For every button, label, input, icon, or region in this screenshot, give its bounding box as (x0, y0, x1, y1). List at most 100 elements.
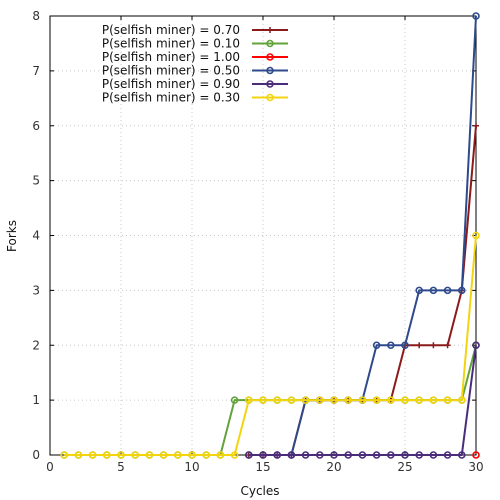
legend-entry: P(selfish miner) = 1.00 (102, 50, 288, 64)
data-point (358, 396, 367, 404)
series-group (60, 12, 480, 459)
data-point (245, 396, 253, 404)
data-point (117, 451, 125, 459)
data-point (315, 396, 324, 404)
data-point (230, 396, 239, 404)
legend-label: P(selfish miner) = 0.50 (102, 64, 240, 78)
data-point (60, 451, 68, 459)
data-point (386, 396, 395, 404)
data-point (74, 451, 83, 459)
legend-entry: P(selfish miner) = 0.10 (102, 37, 288, 51)
data-point (216, 451, 225, 459)
data-point (401, 341, 409, 350)
y-tick-label: 7 (32, 64, 40, 78)
legend-marker (266, 53, 274, 61)
y-tick-label: 1 (32, 393, 40, 407)
x-axis-title: Cycles (240, 484, 279, 498)
data-point (131, 451, 139, 459)
data-point (372, 451, 381, 459)
data-point (473, 122, 479, 129)
legend-marker (267, 27, 273, 33)
series-5 (60, 231, 480, 459)
y-tick-label: 5 (32, 174, 40, 188)
y-tick-label: 6 (32, 119, 40, 133)
data-point (230, 451, 239, 459)
data-point (273, 396, 282, 404)
data-point (174, 451, 182, 459)
series-2 (472, 451, 480, 459)
x-tick-label: 5 (117, 460, 125, 474)
data-point (188, 451, 196, 459)
data-point (444, 342, 451, 349)
data-point (259, 451, 267, 459)
data-point (443, 396, 452, 404)
legend-label: P(selfish miner) = 0.90 (102, 77, 240, 91)
series-line (248, 345, 477, 456)
axis-ticks: 0 5 10 15 20 25 30 0 1 2 3 4 5 6 7 8 (32, 9, 483, 474)
data-point (315, 451, 324, 459)
data-point (386, 451, 395, 459)
x-tick-label: 0 (46, 460, 54, 474)
data-point (386, 341, 395, 350)
data-point (415, 451, 424, 459)
data-point (472, 451, 480, 459)
data-point (344, 396, 353, 404)
x-tick-label: 30 (468, 460, 483, 474)
data-point (301, 396, 310, 404)
legend-marker (266, 66, 274, 75)
data-point (429, 286, 438, 295)
data-point (472, 341, 480, 350)
legend-marker (266, 39, 274, 48)
data-point (202, 451, 210, 459)
data-point (430, 342, 437, 349)
legend-label: P(selfish miner) = 1.00 (102, 50, 240, 64)
legend-label: P(selfish miner) = 0.10 (102, 37, 240, 51)
y-tick-label: 4 (32, 229, 40, 243)
data-point (415, 286, 424, 295)
legend-marker (266, 93, 274, 102)
series-4 (245, 341, 480, 459)
x-tick-label: 25 (397, 460, 412, 474)
y-axis-title: Forks (5, 220, 19, 252)
data-point (429, 451, 438, 459)
data-point (287, 396, 296, 404)
data-point (330, 396, 338, 404)
data-point (159, 451, 168, 459)
data-point (429, 396, 438, 404)
data-point (415, 396, 424, 404)
data-point (472, 12, 480, 20)
data-point (301, 451, 310, 459)
data-point (103, 451, 111, 459)
data-point (416, 342, 423, 349)
data-point (344, 451, 353, 459)
data-point (245, 451, 253, 459)
legend-entry: P(selfish miner) = 0.90 (102, 77, 288, 91)
y-tick-label: 8 (32, 9, 40, 23)
x-tick-label: 20 (326, 460, 341, 474)
data-point (401, 451, 409, 459)
x-tick-label: 15 (255, 460, 270, 474)
data-point (472, 231, 480, 240)
data-point (287, 451, 296, 459)
data-point (88, 451, 97, 459)
data-point (358, 451, 367, 459)
legend-entry: P(selfish miner) = 0.30 (102, 91, 288, 105)
legend-label: P(selfish miner) = 0.70 (102, 23, 240, 37)
x-tick-label: 10 (184, 460, 199, 474)
legend-entry: P(selfish miner) = 0.50 (102, 64, 288, 78)
y-tick-label: 2 (32, 338, 40, 352)
data-point (457, 286, 466, 295)
legend: P(selfish miner) = 0.70P(selfish miner) … (102, 23, 288, 105)
data-point (443, 451, 452, 459)
data-point (372, 341, 381, 350)
y-tick-label: 0 (32, 448, 40, 462)
legend-marker (266, 80, 274, 88)
data-point (457, 396, 466, 404)
y-tick-label: 3 (32, 283, 40, 297)
data-point (330, 451, 338, 459)
data-point (401, 396, 409, 404)
legend-label: P(selfish miner) = 0.30 (102, 91, 240, 105)
data-point (443, 286, 452, 295)
data-point (145, 451, 154, 459)
